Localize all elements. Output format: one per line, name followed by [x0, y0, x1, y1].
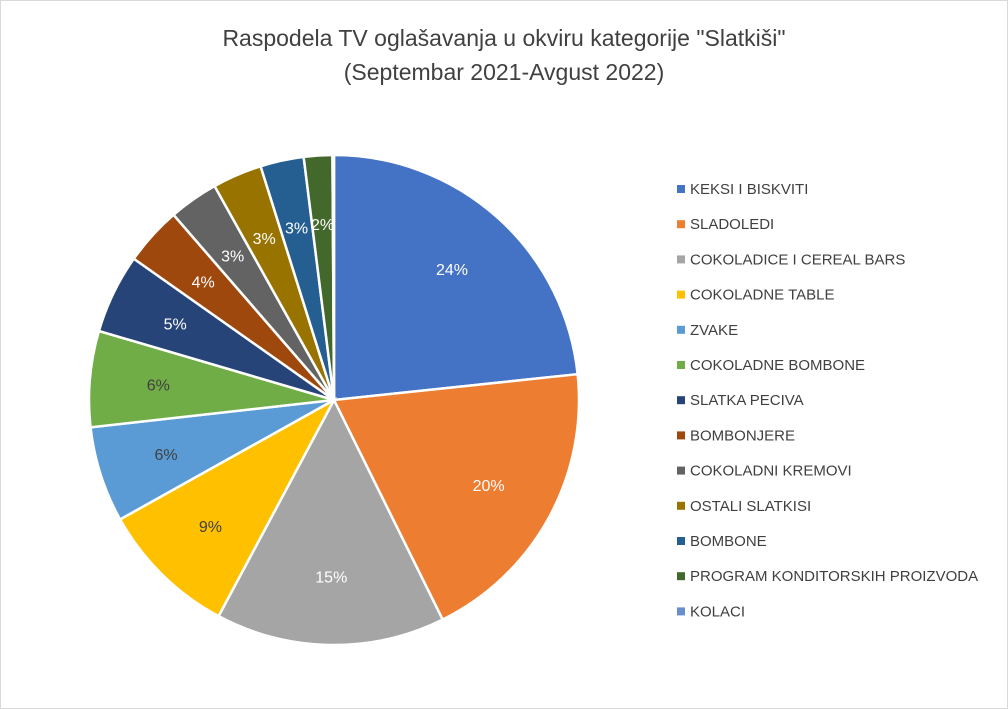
data-label-10: 3%	[253, 231, 276, 248]
pie-data-labels: 24%20%15%9%6%6%5%4%3%3%3% 2%	[147, 217, 505, 586]
data-label-7: 5%	[164, 316, 187, 333]
data-label-12: 2%	[311, 217, 334, 234]
legend-label-1: KEKSI I BISKVITI	[690, 181, 808, 198]
pie-slice-2	[332, 372, 581, 622]
legend-marker-10	[677, 501, 685, 510]
data-label-8: 4%	[192, 275, 215, 292]
legend-marker-1	[677, 185, 685, 193]
data-label-3: 15%	[315, 569, 347, 586]
legend-label-2: SLADOLEDI	[690, 216, 774, 233]
legend-label-13: KOLACI	[690, 603, 745, 620]
legend-label-4: COKOLADNE TABLE	[690, 287, 835, 304]
legend-label-12: PROGRAM KONDITORSKIH PROIZVODA	[690, 568, 978, 585]
legend-marker-5	[677, 325, 685, 334]
data-label-9: 3%	[221, 249, 244, 266]
pie-slice-4	[118, 396, 338, 618]
legend-marker-12	[677, 572, 685, 581]
data-label-2: 20%	[473, 478, 505, 495]
data-label-6: 6%	[147, 378, 170, 395]
legend-label-6: COKOLADNE BOMBONE	[690, 357, 865, 374]
legend-label-3: COKOLADICE I CEREAL BARS	[690, 251, 905, 268]
pie-slice-13	[331, 153, 336, 401]
legend-label-11: BOMBONE	[690, 533, 767, 550]
data-label-5: 6%	[154, 447, 177, 464]
legend: KEKSI I BISKVITI SLADOLEDI COKOLADICE I CE…	[677, 181, 978, 620]
legend-marker-4	[677, 290, 685, 299]
legend-marker-2	[677, 220, 685, 229]
legend-marker-6	[677, 361, 685, 369]
legend-marker-11	[677, 537, 685, 545]
data-label-11: 3%	[285, 221, 308, 238]
legend-label-5: ZVAKE	[690, 322, 738, 339]
legend-label-8: BOMBONJERE	[690, 427, 795, 444]
pie-slices	[87, 153, 581, 647]
legend-marker-9	[677, 466, 685, 475]
legend-marker-8	[677, 431, 685, 440]
legend-marker-7	[677, 396, 685, 405]
data-label-4: 9%	[199, 519, 222, 536]
legend-label-7: SLATKA PECIVA	[690, 392, 804, 409]
data-label-1: 24%	[436, 262, 468, 279]
legend-marker-13	[677, 607, 685, 616]
legend-label-9: COKOLADNI KREMOVI	[690, 463, 852, 480]
chart-title-block: Raspodela TV oglašavanja u okviru katego…	[1, 21, 1007, 89]
pie-slice-3	[216, 397, 445, 647]
chart-subtitle: (Septembar 2021-Avgust 2022)	[343, 59, 665, 85]
legend-label-10: OSTALI SLATKISI	[690, 498, 811, 515]
chart-title: Raspodela TV oglašavanja u okviru katego…	[222, 25, 786, 51]
pie-slice-1	[332, 153, 580, 402]
legend-marker-3	[677, 255, 685, 264]
